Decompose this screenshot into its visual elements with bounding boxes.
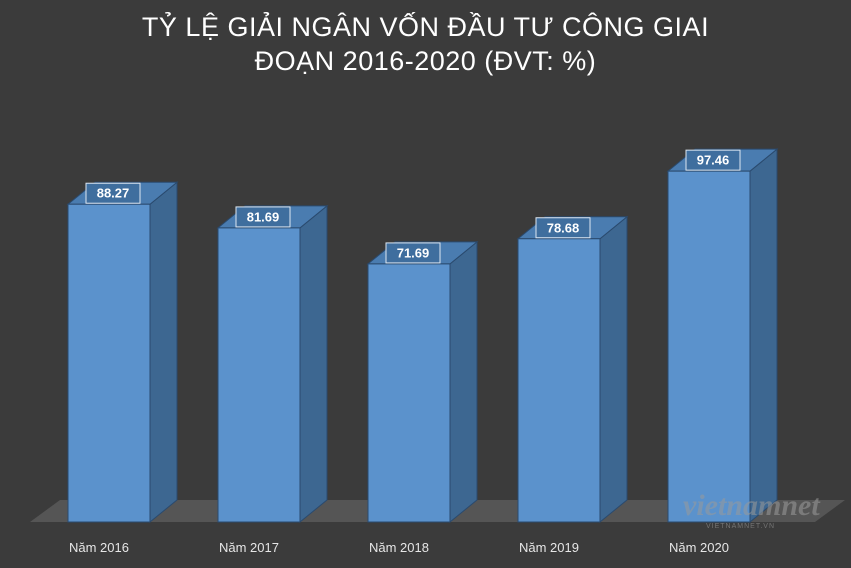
bar-front — [67, 203, 151, 523]
bar-2: 81.69 — [216, 204, 329, 524]
data-label: 71.69 — [397, 245, 430, 260]
bar-3: 71.69 — [366, 240, 479, 524]
bar-front — [367, 263, 451, 523]
bar-4: 78.68 — [516, 215, 629, 524]
data-label: 88.27 — [97, 186, 130, 201]
data-label: 81.69 — [247, 209, 280, 224]
category-axis: Năm 2016 Năm 2017 Năm 2018 Năm 2019 Năm 2020 — [69, 540, 729, 555]
chart-title-line-2: ĐOẠN 2016-2020 (ĐVT: %) — [254, 46, 597, 76]
bar-front — [667, 170, 751, 523]
bar-front — [217, 227, 301, 523]
bar-1: 88.27 — [66, 181, 179, 524]
category-label: Năm 2017 — [219, 540, 279, 555]
data-label-box — [535, 217, 591, 239]
data-label-box — [235, 206, 291, 228]
data-label-box — [85, 182, 141, 204]
category-label: Năm 2016 — [69, 540, 129, 555]
bar-side — [299, 204, 328, 524]
category-label: Năm 2018 — [369, 540, 429, 555]
bar-side — [449, 240, 478, 524]
chart-title: TỶ LỆ GIẢI NGÂN VỐN ĐẦU TƯ CÔNG GIAI ĐOẠ… — [0, 10, 851, 78]
data-label: 97.46 — [697, 153, 730, 168]
watermark-logo: vietnamnet VIETNAMNET.VN — [683, 489, 821, 530]
bar-side — [149, 181, 178, 524]
bar-5: 97.46 — [666, 148, 779, 524]
bar-side — [599, 215, 628, 524]
category-label: Năm 2020 — [669, 540, 729, 555]
data-label-box — [685, 149, 741, 171]
data-label: 78.68 — [547, 220, 580, 235]
watermark-brand: vietnamnet — [683, 489, 821, 522]
data-label-box — [385, 242, 441, 264]
bar-front — [517, 238, 601, 523]
bar-side — [749, 148, 778, 524]
category-label: Năm 2019 — [519, 540, 579, 555]
chart-title-line-1: TỶ LỆ GIẢI NGÂN VỐN ĐẦU TƯ CÔNG GIAI — [141, 12, 710, 42]
watermark-sub: VIETNAMNET.VN — [706, 523, 775, 530]
bar-group: 88.27 81.69 71.69 78.68 97.46 — [66, 148, 779, 524]
